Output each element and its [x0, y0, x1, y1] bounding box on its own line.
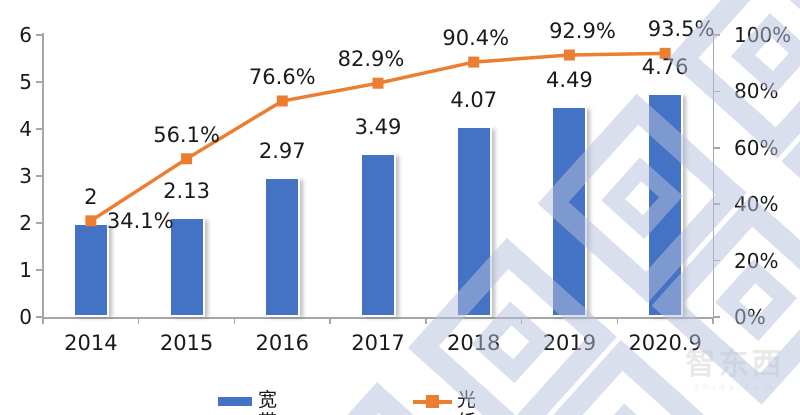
bar-value-label: 4.76: [641, 55, 689, 80]
x-axis-tick: [712, 318, 714, 324]
y-axis-left-tick: [36, 128, 42, 130]
x-axis-category-label: 2019: [542, 331, 597, 355]
x-axis-tick: [329, 318, 331, 324]
bar: [264, 177, 301, 317]
line-value-label: 34.1%: [106, 208, 174, 233]
zhidx-logo-domain: zhidx.com: [693, 383, 777, 393]
y-axis-left-tick: [36, 175, 42, 177]
bar-value-label: 4.07: [450, 87, 498, 112]
y-axis-right-tick: [714, 203, 720, 205]
x-axis-category-label: 2014: [64, 331, 118, 355]
line-point-marker-icon: [181, 153, 193, 165]
y-axis-left-tick: [36, 34, 42, 36]
x-axis-tick: [616, 318, 619, 324]
legend: 宽带用户 光纤渗透率: [0, 386, 800, 415]
y-axis-right-tick-label: 60%: [734, 135, 779, 160]
line-series-label: 光纤渗透率: [457, 389, 477, 415]
x-axis-tick: [425, 318, 427, 324]
line-point-marker-icon: [563, 49, 575, 61]
y-axis-left-tick-label: 6: [19, 23, 32, 47]
y-axis-left-tick-label: 2: [19, 211, 32, 235]
bar-series-swatch: [218, 397, 252, 406]
x-axis-tick: [520, 318, 523, 324]
bar: [551, 105, 588, 317]
line-point-marker-icon: [468, 56, 480, 68]
bar-value-label: 4.49: [546, 67, 593, 92]
y-axis-right-line: [712, 33, 714, 318]
x-axis-category-label: 2020.9: [628, 331, 702, 355]
line-point-marker-icon: [372, 77, 384, 89]
y-axis-right-tick: [714, 259, 720, 262]
line-point-marker-icon: [85, 215, 97, 227]
line-value-label: 90.4%: [442, 26, 510, 51]
x-axis-tick: [233, 318, 236, 324]
y-axis-right-tick: [714, 147, 720, 149]
y-axis-left-tick: [36, 316, 42, 318]
x-axis-category-label: 2015: [159, 331, 214, 355]
bar: [360, 152, 396, 317]
x-axis-tick: [42, 318, 44, 324]
bar-value-label: 2.13: [163, 178, 210, 203]
bar: [647, 93, 684, 317]
bar: [72, 223, 109, 317]
y-axis-right-tick: [714, 316, 720, 318]
y-axis-right-tick: [714, 90, 720, 93]
y-axis-right-tick-label: 0%: [734, 305, 766, 329]
y-axis-right-tick-label: 40%: [734, 192, 779, 217]
bar-value-label: 2: [84, 185, 98, 209]
x-axis-tick: [137, 318, 140, 324]
y-axis-left-tick: [36, 269, 42, 271]
y-axis-left-tick: [36, 81, 42, 83]
line-value-label: 93.5%: [647, 17, 715, 42]
y-axis-left-tick-label: 4: [19, 117, 32, 141]
y-axis-left-tick-label: 1: [19, 258, 32, 282]
zhidx-logo: 智东西 zhidx.com: [676, 348, 794, 394]
y-axis-left-tick: [36, 222, 42, 224]
x-axis-category-label: 2016: [255, 331, 309, 355]
y-axis-right-tick-label: 100%: [734, 23, 792, 47]
bar: [168, 216, 205, 317]
y-axis-right-tick: [714, 34, 720, 36]
y-axis-left-tick-label: 3: [19, 164, 32, 188]
line-series-marker-icon: [426, 395, 439, 408]
bar-value-label: 3.49: [354, 114, 402, 139]
y-axis-left-tick-label: 0: [19, 305, 32, 329]
line-value-label: 92.9%: [549, 19, 616, 44]
x-axis-category-label: 2017: [351, 331, 405, 355]
line-value-label: 76.6%: [248, 64, 316, 89]
line-value-label: 56.1%: [153, 122, 220, 147]
zhidx-logo-name: 智东西: [685, 347, 785, 382]
bar-series-label: 宽带用户: [258, 389, 278, 415]
bar-value-label: 2.97: [258, 139, 306, 164]
line-value-label: 82.9%: [337, 47, 405, 72]
y-axis-right-tick-label: 80%: [734, 79, 779, 104]
line-point-marker-icon: [659, 47, 671, 59]
x-axis-category-label: 2018: [446, 331, 501, 355]
y-axis-right-tick-label: 20%: [734, 248, 779, 273]
y-axis-left-line: [42, 33, 44, 318]
y-axis-left-tick-label: 5: [19, 70, 32, 94]
line-point-marker-icon: [276, 95, 288, 107]
x-axis-line: [42, 317, 714, 319]
bar: [455, 125, 492, 317]
